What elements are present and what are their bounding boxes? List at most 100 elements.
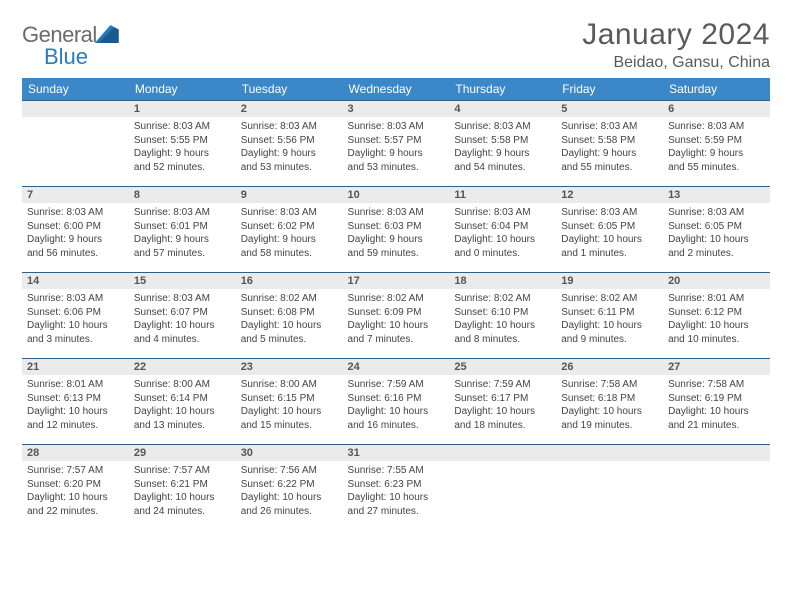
calendar-cell: 26Sunrise: 7:58 AMSunset: 6:18 PMDayligh…: [556, 358, 663, 444]
day-details: Sunrise: 8:03 AMSunset: 6:06 PMDaylight:…: [22, 289, 129, 350]
day-details: Sunrise: 7:57 AMSunset: 6:20 PMDaylight:…: [22, 461, 129, 522]
day-details: Sunrise: 8:03 AMSunset: 5:58 PMDaylight:…: [449, 117, 556, 178]
day-number: 30: [236, 444, 343, 461]
day-details: Sunrise: 7:59 AMSunset: 6:16 PMDaylight:…: [343, 375, 450, 436]
weekday-header: Saturday: [663, 78, 770, 100]
day-number: 14: [22, 272, 129, 289]
weekday-header: Tuesday: [236, 78, 343, 100]
day-details: Sunrise: 8:03 AMSunset: 5:55 PMDaylight:…: [129, 117, 236, 178]
calendar-table: SundayMondayTuesdayWednesdayThursdayFrid…: [22, 78, 770, 530]
calendar-cell: 5Sunrise: 8:03 AMSunset: 5:58 PMDaylight…: [556, 100, 663, 186]
day-details: [22, 117, 129, 124]
calendar-cell: 11Sunrise: 8:03 AMSunset: 6:04 PMDayligh…: [449, 186, 556, 272]
calendar-cell: 30Sunrise: 7:56 AMSunset: 6:22 PMDayligh…: [236, 444, 343, 530]
day-number: 7: [22, 186, 129, 203]
brand-word2: Blue: [44, 44, 88, 69]
day-details: Sunrise: 8:02 AMSunset: 6:09 PMDaylight:…: [343, 289, 450, 350]
day-number: 25: [449, 358, 556, 375]
day-details: Sunrise: 8:03 AMSunset: 6:02 PMDaylight:…: [236, 203, 343, 264]
day-number: 3: [343, 100, 450, 117]
calendar-cell: 14Sunrise: 8:03 AMSunset: 6:06 PMDayligh…: [22, 272, 129, 358]
calendar-cell: 18Sunrise: 8:02 AMSunset: 6:10 PMDayligh…: [449, 272, 556, 358]
calendar-week-row: 28Sunrise: 7:57 AMSunset: 6:20 PMDayligh…: [22, 444, 770, 530]
weekday-header: Sunday: [22, 78, 129, 100]
day-number: 22: [129, 358, 236, 375]
day-details: Sunrise: 8:03 AMSunset: 6:00 PMDaylight:…: [22, 203, 129, 264]
logo-text: General Blue: [22, 24, 119, 68]
calendar-cell: 20Sunrise: 8:01 AMSunset: 6:12 PMDayligh…: [663, 272, 770, 358]
day-number: 18: [449, 272, 556, 289]
weekday-header: Friday: [556, 78, 663, 100]
day-details: Sunrise: 8:03 AMSunset: 5:56 PMDaylight:…: [236, 117, 343, 178]
calendar-cell: 25Sunrise: 7:59 AMSunset: 6:17 PMDayligh…: [449, 358, 556, 444]
day-number: 13: [663, 186, 770, 203]
day-details: [449, 461, 556, 468]
calendar-cell: [22, 100, 129, 186]
day-details: Sunrise: 8:01 AMSunset: 6:12 PMDaylight:…: [663, 289, 770, 350]
day-number: 24: [343, 358, 450, 375]
calendar-cell: 22Sunrise: 8:00 AMSunset: 6:14 PMDayligh…: [129, 358, 236, 444]
day-details: Sunrise: 8:03 AMSunset: 5:57 PMDaylight:…: [343, 117, 450, 178]
day-number: 20: [663, 272, 770, 289]
calendar-cell: 1Sunrise: 8:03 AMSunset: 5:55 PMDaylight…: [129, 100, 236, 186]
day-number: 29: [129, 444, 236, 461]
calendar-week-row: 14Sunrise: 8:03 AMSunset: 6:06 PMDayligh…: [22, 272, 770, 358]
calendar-cell: 10Sunrise: 8:03 AMSunset: 6:03 PMDayligh…: [343, 186, 450, 272]
day-details: Sunrise: 8:03 AMSunset: 5:58 PMDaylight:…: [556, 117, 663, 178]
day-details: Sunrise: 8:02 AMSunset: 6:08 PMDaylight:…: [236, 289, 343, 350]
day-number: 17: [343, 272, 450, 289]
day-details: Sunrise: 7:57 AMSunset: 6:21 PMDaylight:…: [129, 461, 236, 522]
day-details: [663, 461, 770, 468]
calendar-week-row: 21Sunrise: 8:01 AMSunset: 6:13 PMDayligh…: [22, 358, 770, 444]
weekday-header: Monday: [129, 78, 236, 100]
day-details: Sunrise: 8:03 AMSunset: 6:05 PMDaylight:…: [556, 203, 663, 264]
day-details: Sunrise: 8:02 AMSunset: 6:10 PMDaylight:…: [449, 289, 556, 350]
calendar-cell: [663, 444, 770, 530]
day-number: 15: [129, 272, 236, 289]
brand-logo: General Blue: [22, 18, 119, 68]
day-number: 10: [343, 186, 450, 203]
weekday-header: Thursday: [449, 78, 556, 100]
day-number: 28: [22, 444, 129, 461]
day-number: 11: [449, 186, 556, 203]
calendar-cell: 6Sunrise: 8:03 AMSunset: 5:59 PMDaylight…: [663, 100, 770, 186]
day-details: Sunrise: 8:03 AMSunset: 6:04 PMDaylight:…: [449, 203, 556, 264]
calendar-cell: 7Sunrise: 8:03 AMSunset: 6:00 PMDaylight…: [22, 186, 129, 272]
calendar-cell: 21Sunrise: 8:01 AMSunset: 6:13 PMDayligh…: [22, 358, 129, 444]
calendar-cell: 9Sunrise: 8:03 AMSunset: 6:02 PMDaylight…: [236, 186, 343, 272]
title-block: January 2024 Beidao, Gansu, China: [582, 18, 770, 72]
calendar-cell: 23Sunrise: 8:00 AMSunset: 6:15 PMDayligh…: [236, 358, 343, 444]
day-details: Sunrise: 8:03 AMSunset: 6:05 PMDaylight:…: [663, 203, 770, 264]
calendar-cell: 4Sunrise: 8:03 AMSunset: 5:58 PMDaylight…: [449, 100, 556, 186]
day-number: 27: [663, 358, 770, 375]
day-number: [556, 444, 663, 461]
location-label: Beidao, Gansu, China: [582, 54, 770, 72]
calendar-cell: 31Sunrise: 7:55 AMSunset: 6:23 PMDayligh…: [343, 444, 450, 530]
calendar-week-row: 1Sunrise: 8:03 AMSunset: 5:55 PMDaylight…: [22, 100, 770, 186]
day-number: 23: [236, 358, 343, 375]
calendar-week-row: 7Sunrise: 8:03 AMSunset: 6:00 PMDaylight…: [22, 186, 770, 272]
calendar-cell: 27Sunrise: 7:58 AMSunset: 6:19 PMDayligh…: [663, 358, 770, 444]
day-details: Sunrise: 7:59 AMSunset: 6:17 PMDaylight:…: [449, 375, 556, 436]
calendar-header-row: SundayMondayTuesdayWednesdayThursdayFrid…: [22, 78, 770, 100]
day-details: Sunrise: 8:00 AMSunset: 6:15 PMDaylight:…: [236, 375, 343, 436]
calendar-cell: 29Sunrise: 7:57 AMSunset: 6:21 PMDayligh…: [129, 444, 236, 530]
calendar-cell: 3Sunrise: 8:03 AMSunset: 5:57 PMDaylight…: [343, 100, 450, 186]
day-number: 9: [236, 186, 343, 203]
page-title: January 2024: [582, 18, 770, 52]
calendar-cell: [449, 444, 556, 530]
day-number: 16: [236, 272, 343, 289]
day-details: Sunrise: 8:03 AMSunset: 6:07 PMDaylight:…: [129, 289, 236, 350]
day-details: Sunrise: 7:58 AMSunset: 6:18 PMDaylight:…: [556, 375, 663, 436]
calendar-cell: 13Sunrise: 8:03 AMSunset: 6:05 PMDayligh…: [663, 186, 770, 272]
calendar-cell: 15Sunrise: 8:03 AMSunset: 6:07 PMDayligh…: [129, 272, 236, 358]
day-number: 31: [343, 444, 450, 461]
day-number: 4: [449, 100, 556, 117]
logo-triangle-icon: [95, 25, 119, 43]
day-details: Sunrise: 7:56 AMSunset: 6:22 PMDaylight:…: [236, 461, 343, 522]
calendar-cell: 16Sunrise: 8:02 AMSunset: 6:08 PMDayligh…: [236, 272, 343, 358]
day-number: 21: [22, 358, 129, 375]
day-number: 1: [129, 100, 236, 117]
day-details: Sunrise: 7:55 AMSunset: 6:23 PMDaylight:…: [343, 461, 450, 522]
day-number: 2: [236, 100, 343, 117]
